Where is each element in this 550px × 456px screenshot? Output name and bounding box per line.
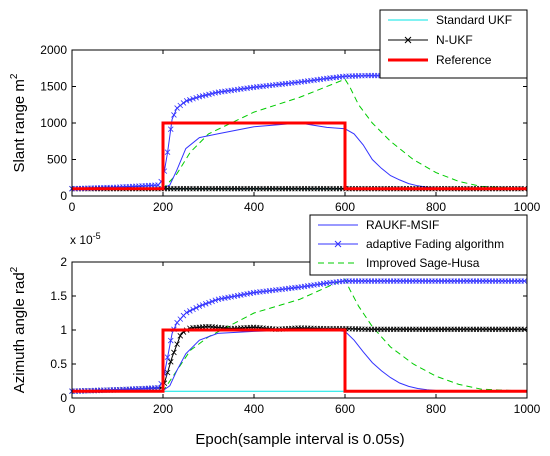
bottom-marker-adaptive-fading-algorithm [187,308,193,314]
top-ytick-label: 500 [47,153,67,167]
top-marker-adaptive-fading-algorithm [193,94,199,101]
bottom-ylabel: Azimuth angle rad2 [9,266,28,393]
top-ytick-label: 0 [60,189,67,203]
top-xtick-label: 1000 [514,200,541,214]
bottom-marker-adaptive-fading-algorithm [202,301,209,307]
top-xtick-label: 800 [426,200,446,214]
bottom-series-reference [72,328,527,393]
top-marker-adaptive-fading-algorithm [187,97,193,103]
top-series-reference [72,121,527,191]
top-series-improved-sage-husa [72,78,528,190]
bottom-xtick-label: 0 [69,402,76,416]
bottom-xtick-label: 400 [244,402,264,416]
bottom-series [69,278,528,394]
bottom-ticks: 0 200 400 600 800 1000 0 0.5 1 1.5 2 [50,255,540,416]
top-marker-adaptive-fading-algorithm [206,91,212,98]
bottom-marker-adaptive-fading-algorithm [155,385,161,391]
bottom-ytick-label: 2 [60,255,67,269]
top-marker-adaptive-fading-algorithm [174,105,180,111]
top-ytick-label: 2000 [40,43,67,57]
bottom-marker-adaptive-fading-algorithm [199,302,206,308]
top-marker-adaptive-fading-algorithm [209,90,215,97]
bottom-ytick-label: 1.5 [50,289,67,303]
bottom-marker-adaptive-fading-algorithm [167,337,174,344]
top-marker-adaptive-fading-algorithm [167,126,174,132]
bottom-legend-label-adaptive-fading-algorithm: adaptive Fading algorithm [366,237,504,251]
bottom-legend: RAUKF-MSIF adaptive Fading algorithm Impro… [309,214,528,276]
bottom-marker-n-ukf [174,341,180,347]
top-legend-marker-n-ukf [404,36,412,44]
bottom-legend-marker-adaptive-fading-algorithm [334,240,342,248]
top-marker-adaptive-fading-algorithm [180,100,187,106]
top-xtick-label: 400 [244,200,264,214]
bottom-marker-n-ukf [167,359,174,365]
bottom-legend-label-raukf-msif: RAUKF-MSIF [366,218,439,232]
bottom-ytick-label: 0.5 [50,357,67,371]
bottom-marker-adaptive-fading-algorithm [183,309,190,316]
top-xtick-label: 0 [69,200,76,214]
top-legend-label-n-ukf: N-UKF [436,33,473,47]
bottom-legend-label-improved-sage-husa: Improved Sage-Husa [366,256,480,270]
top-ytick-label: 1000 [40,116,67,130]
top-marker-adaptive-fading-algorithm [196,93,203,100]
bottom-ytick-label: 1 [60,323,67,337]
top-marker-adaptive-fading-algorithm [171,112,177,118]
bottom-xlabel: Epoch(sample interval is 0.05s) [195,431,404,448]
top-ytick-label: 1500 [40,80,67,94]
bottom-marker-adaptive-fading-algorithm [521,278,528,284]
top-ylabel: Slant range m2 [9,73,28,172]
top-marker-adaptive-fading-algorithm [183,98,190,104]
bottom-panel: 0 200 400 600 800 1000 0 0.5 1 1.5 2 Azimuth angle… [9,214,541,448]
bottom-xtick-label: 600 [335,402,355,416]
top-marker-adaptive-fading-algorithm [190,95,196,102]
top-xtick-label: 600 [335,200,355,214]
bottom-marker-adaptive-fading-algorithm [193,305,199,311]
top-marker-adaptive-fading-algorithm [199,93,206,99]
top-legend-label-reference: Reference [436,53,492,67]
bottom-marker-adaptive-fading-algorithm [190,306,196,313]
bottom-ytick-label: 0 [60,391,67,405]
bottom-marker-n-ukf [164,369,171,376]
bottom-marker-adaptive-fading-algorithm [206,299,212,306]
bottom-marker-adaptive-fading-algorithm [209,298,215,305]
top-legend-box [379,9,528,79]
bottom-marker-adaptive-fading-algorithm [212,297,219,304]
top-panel: 0 200 400 600 800 1000 0 500 1000 1500 2000 Slant … [9,9,541,214]
bottom-xtick-label: 800 [426,402,446,416]
top-legend-label-standard-ukf: Standard UKF [436,13,512,27]
bottom-xtick-label: 1000 [514,402,541,416]
top-legend: Standard UKF N-UKF Reference [379,9,528,79]
bottom-scale-note: x 10-5 [70,231,101,247]
top-xtick-label: 200 [153,200,173,214]
bottom-marker-adaptive-fading-algorithm [196,303,203,309]
bottom-xtick-label: 200 [153,402,173,416]
bottom-marker-n-ukf [171,349,177,356]
bottom-marker-n-ukf [521,326,528,333]
top-marker-adaptive-fading-algorithm [202,92,209,98]
bottom-series-improved-sage-husa [72,278,528,392]
top-marker-adaptive-fading-algorithm [164,149,171,155]
bottom-marker-adaptive-fading-algorithm [164,354,171,360]
top-marker-adaptive-fading-algorithm [177,102,184,109]
top-ticks: 0 200 400 600 800 1000 0 500 1000 1500 2000 [40,43,540,214]
